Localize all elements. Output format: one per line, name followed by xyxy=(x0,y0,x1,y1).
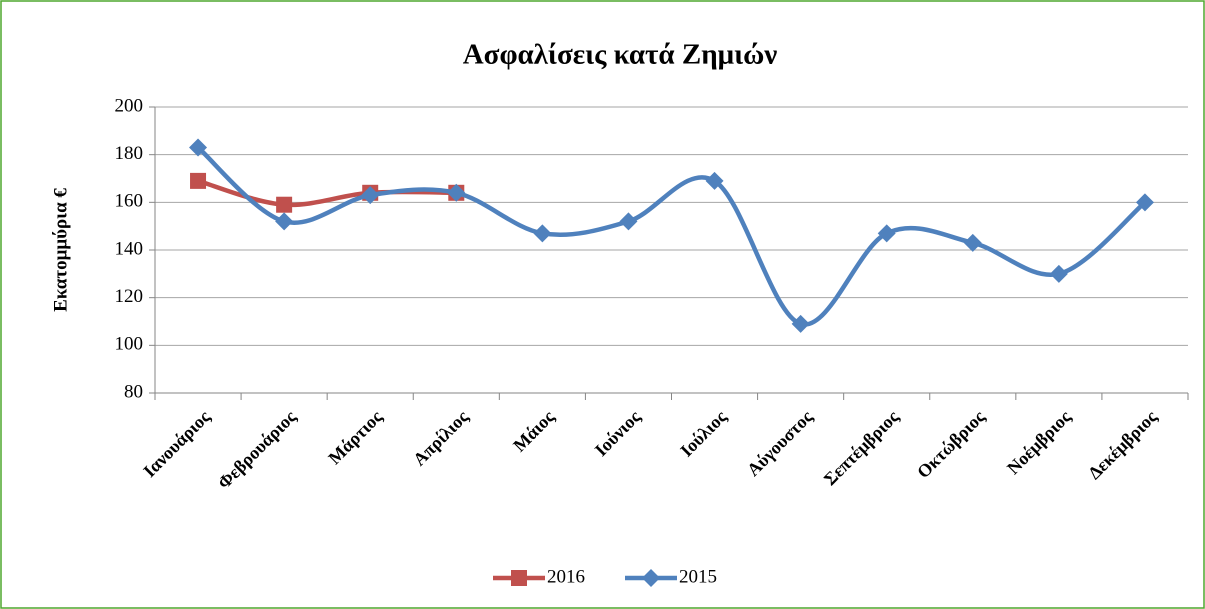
y-axis-label: Εκατομμύρια € xyxy=(50,188,71,312)
point xyxy=(1135,193,1154,212)
y-tick-label: 100 xyxy=(115,334,144,355)
point xyxy=(447,183,466,202)
y-tick-label: 180 xyxy=(115,143,144,164)
point xyxy=(791,314,810,333)
chart-title: Ασφαλίσεις κατά Ζημιών xyxy=(463,39,778,71)
point xyxy=(877,224,896,243)
legend-label: 2015 xyxy=(679,566,717,587)
y-tick-label: 80 xyxy=(124,381,143,402)
point xyxy=(705,171,724,190)
point xyxy=(361,186,380,205)
y-tick-label: 200 xyxy=(115,95,144,116)
legend-swatch xyxy=(511,570,527,586)
point xyxy=(533,224,552,243)
point xyxy=(1049,264,1068,283)
series-line xyxy=(197,178,457,208)
point xyxy=(190,172,207,189)
point xyxy=(189,138,208,157)
point xyxy=(619,212,638,231)
point xyxy=(275,212,294,231)
legend-swatch xyxy=(642,569,660,587)
y-tick-label: 140 xyxy=(115,238,144,259)
y-tick-label: 120 xyxy=(115,286,144,307)
point xyxy=(963,233,982,252)
point xyxy=(276,196,293,213)
legend-label: 2016 xyxy=(547,566,585,587)
y-tick-label: 160 xyxy=(115,191,144,212)
